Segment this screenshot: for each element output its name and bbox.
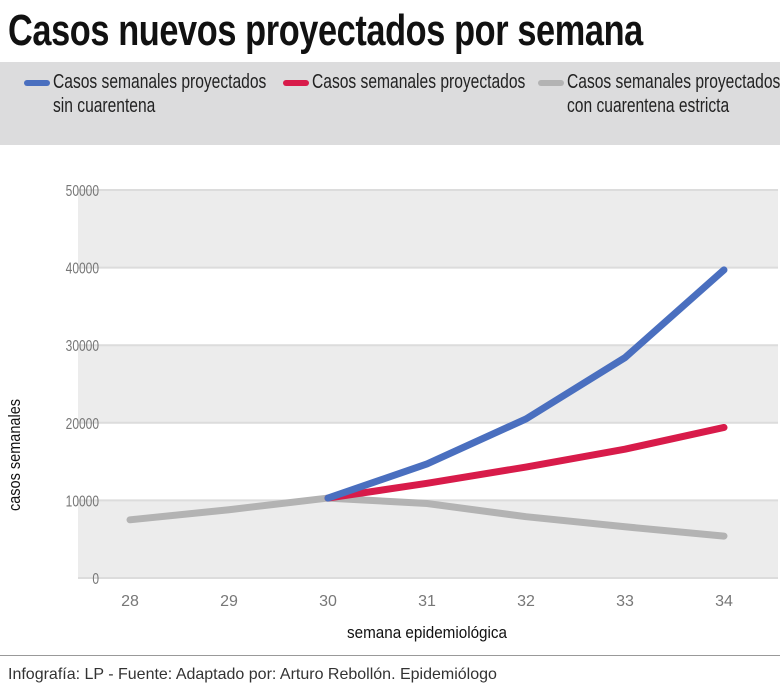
x-tick-label: 32 xyxy=(517,593,535,610)
grid-band xyxy=(78,345,778,423)
y-tick-label: 50000 xyxy=(66,181,99,199)
legend: Casos semanales proyectados sin cuarente… xyxy=(0,62,780,145)
x-tick-label: 31 xyxy=(418,593,436,610)
legend-item-proyectados: Casos semanales proyectados xyxy=(283,70,585,94)
footer-credit: Infografía: LP - Fuente: Adaptado por: A… xyxy=(8,666,497,683)
legend-swatch-gray xyxy=(538,80,564,86)
x-tick-label: 34 xyxy=(715,593,733,610)
y-axis-label: casos semanales xyxy=(5,399,24,511)
legend-item-cuarentena-estricta: Casos semanales proyectados con cuarente… xyxy=(538,70,780,118)
legend-item-sin-cuarentena: Casos semanales proyectados sin cuarente… xyxy=(24,70,326,118)
x-tick-label: 30 xyxy=(319,593,337,610)
legend-label: Casos semanales proyectados xyxy=(312,71,526,93)
y-tick-label: 30000 xyxy=(66,336,99,354)
series-line xyxy=(126,494,728,540)
y-tick-label: 10000 xyxy=(66,492,99,510)
series-line xyxy=(324,266,728,502)
x-tick-label: 29 xyxy=(220,593,238,610)
line-chart: 0 10000 20000 30000 40000 50000 28 29 30 31 32 33 3… xyxy=(5,181,778,642)
y-tick-label: 20000 xyxy=(66,414,99,432)
legend-label: con cuarentena estricta xyxy=(567,95,730,117)
grid-band xyxy=(78,190,778,268)
x-axis-label: semana epidemiológica xyxy=(347,623,507,642)
series-line xyxy=(324,423,728,502)
legend-label: Casos semanales proyectados xyxy=(567,71,780,93)
legend-label: Casos semanales proyectados xyxy=(53,71,267,93)
legend-swatch-blue xyxy=(24,80,50,86)
footer-divider xyxy=(0,655,780,656)
x-tick-label: 28 xyxy=(121,593,139,610)
y-tick-label: 0 xyxy=(92,569,99,587)
legend-swatch-red xyxy=(283,80,309,86)
legend-label: sin cuarentena xyxy=(53,95,156,117)
y-tick-label: 40000 xyxy=(66,259,99,277)
x-tick-label: 33 xyxy=(616,593,634,610)
chart-title: Casos nuevos proyectados por semana xyxy=(8,6,643,55)
